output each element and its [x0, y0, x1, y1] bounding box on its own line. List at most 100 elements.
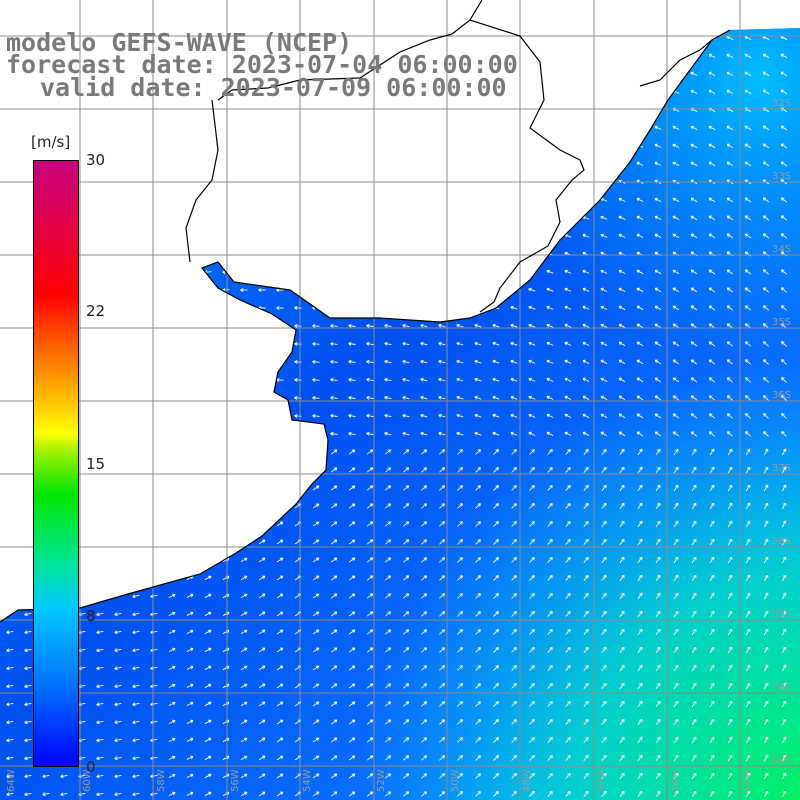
wind-arrow	[709, 520, 715, 528]
wind-arrow	[727, 628, 733, 636]
wind-arrow	[546, 305, 554, 310]
wind-arrow	[493, 539, 499, 545]
svg-text:36S: 36S	[772, 390, 791, 401]
wind-arrow	[366, 593, 374, 599]
wind-arrow	[475, 593, 481, 599]
wind-arrow	[708, 431, 715, 437]
wind-arrow	[439, 611, 446, 617]
wind-arrow	[601, 628, 607, 635]
wind-arrow	[528, 431, 536, 436]
wind-arrow	[385, 647, 392, 653]
wind-arrow	[601, 736, 607, 743]
wind-arrow	[708, 413, 715, 419]
wind-arrow	[691, 718, 697, 726]
wind-arrow	[708, 125, 716, 131]
wind-arrow	[619, 646, 625, 654]
wind-arrow	[457, 449, 464, 455]
wind-arrow	[384, 377, 392, 382]
wind-arrow	[168, 593, 176, 598]
wind-arrow	[583, 772, 589, 779]
wind-arrow	[564, 413, 572, 418]
wind-arrow	[403, 503, 410, 509]
wind-arrow	[511, 791, 517, 797]
wind-arrow	[258, 719, 266, 725]
wind-arrow	[726, 377, 733, 383]
wind-arrow	[673, 592, 679, 600]
wind-arrow	[403, 449, 410, 455]
wind-arrow	[348, 719, 356, 725]
wind-arrow	[114, 792, 122, 797]
wind-arrow	[547, 736, 553, 743]
wind-arrow	[727, 718, 733, 726]
wind-arrow	[421, 773, 428, 779]
wind-arrow	[6, 666, 14, 671]
wind-arrow	[457, 575, 464, 581]
wind-arrow	[618, 287, 626, 292]
wind-arrow	[457, 539, 464, 545]
wind-arrow	[312, 611, 320, 617]
wind-arrow	[619, 754, 625, 762]
wind-arrow	[168, 719, 176, 724]
wind-arrow	[403, 611, 410, 617]
wind-arrow	[691, 628, 697, 636]
wind-arrow	[439, 539, 446, 545]
wind-arrow	[312, 773, 320, 779]
wind-arrow	[583, 736, 589, 743]
wind-arrow	[439, 647, 446, 653]
wind-arrow	[726, 341, 733, 347]
wind-arrow	[763, 592, 769, 600]
wind-arrow	[403, 791, 410, 797]
colorbar-tick-8: 8	[86, 607, 96, 625]
wind-arrow	[403, 719, 410, 725]
wind-arrow	[96, 756, 104, 761]
wind-arrow	[132, 612, 140, 617]
wind-arrow	[366, 665, 374, 671]
wind-arrow	[637, 484, 643, 492]
wind-arrow	[709, 754, 715, 762]
wind-arrow	[312, 485, 320, 491]
wind-arrow	[348, 665, 356, 671]
wind-arrow	[96, 648, 104, 653]
wind-arrow	[493, 755, 499, 761]
wind-arrow	[763, 556, 769, 564]
wind-arrow	[708, 53, 716, 58]
wind-arrow	[96, 792, 104, 797]
wind-arrow	[439, 791, 446, 797]
wind-arrow	[385, 629, 392, 635]
wind-arrow	[493, 719, 499, 725]
wind-arrow	[438, 341, 446, 346]
wind-arrow	[672, 269, 680, 275]
wind-arrow	[420, 323, 428, 328]
wind-arrow	[781, 574, 787, 582]
wind-arrow	[690, 323, 698, 329]
wind-arrow	[690, 395, 698, 401]
wind-arrow	[762, 269, 769, 275]
wind-arrow	[511, 737, 517, 743]
wind-arrow	[654, 395, 662, 401]
wind-arrow	[258, 665, 266, 671]
wind-arrow	[565, 682, 571, 689]
wind-arrow	[673, 700, 679, 708]
wind-arrow	[583, 754, 589, 761]
wind-arrow	[690, 161, 698, 167]
wind-arrow	[727, 646, 733, 654]
wind-arrow	[493, 701, 499, 707]
wind-arrow	[456, 341, 464, 346]
wind-arrow	[709, 502, 715, 510]
wind-arrow	[24, 774, 32, 779]
wind-arrow	[348, 503, 356, 509]
wind-arrow	[348, 323, 356, 328]
wind-arrow	[781, 431, 787, 437]
wind-arrow	[475, 773, 481, 779]
wind-arrow	[727, 772, 733, 780]
wind-arrow	[348, 413, 356, 418]
wind-arrow	[601, 592, 607, 599]
wind-arrow	[421, 467, 428, 473]
wind-arrow	[276, 737, 284, 743]
wind-arrow	[330, 467, 338, 473]
wind-arrow	[456, 431, 464, 436]
wind-arrow	[385, 755, 392, 761]
wind-arrow	[708, 395, 715, 401]
wind-arrow	[762, 125, 770, 131]
wind-arrow	[654, 305, 662, 311]
